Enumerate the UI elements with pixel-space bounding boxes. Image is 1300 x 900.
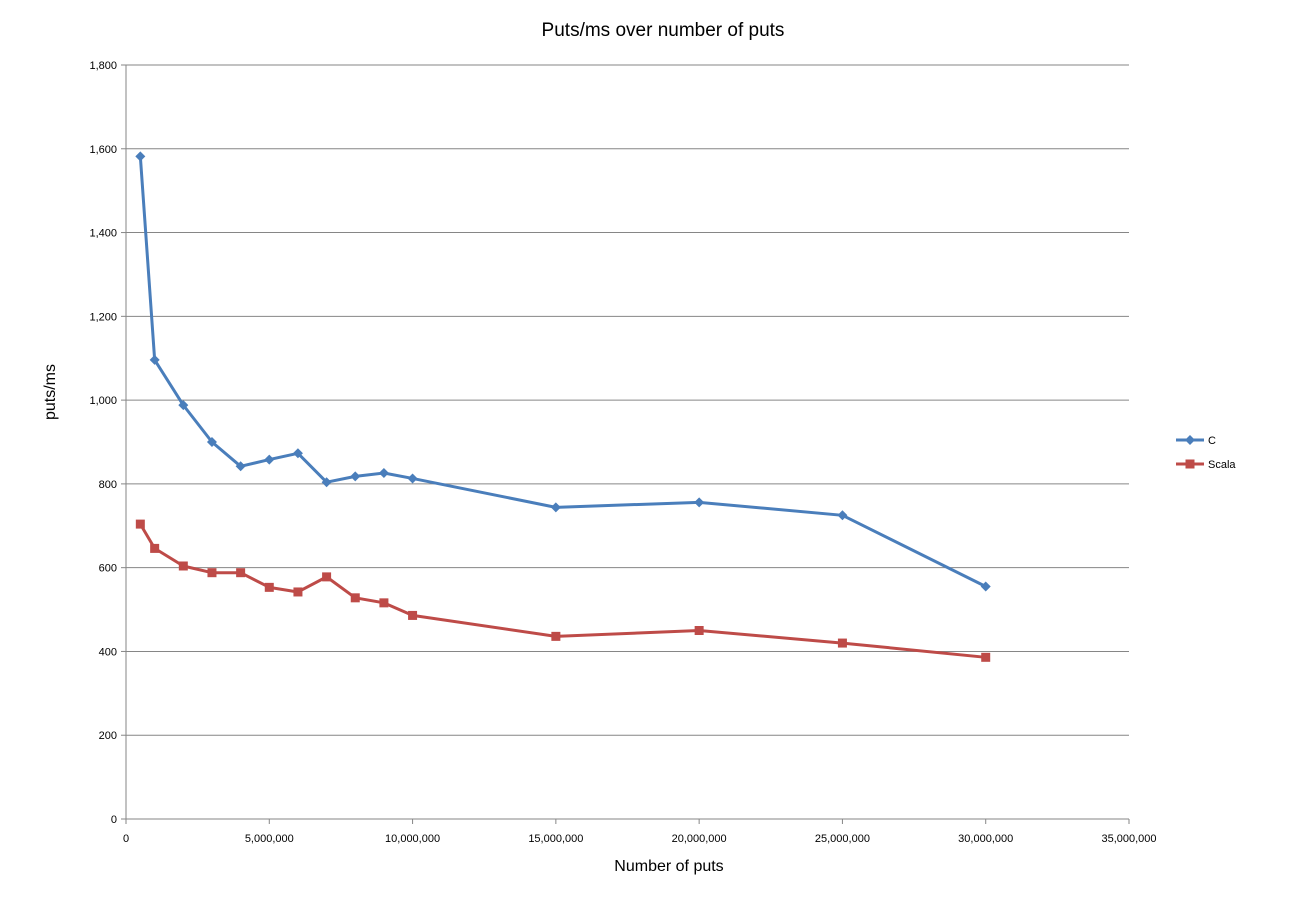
x-tick-label: 15,000,000 — [528, 833, 583, 845]
data-point-scala — [264, 582, 274, 592]
data-point-c — [292, 448, 303, 459]
data-point-scala — [322, 572, 332, 582]
y-tick-label: 1,400 — [89, 228, 117, 240]
data-point-c — [235, 461, 246, 472]
data-point-c — [407, 473, 418, 484]
data-point-c — [694, 497, 705, 508]
data-point-scala — [293, 587, 303, 597]
x-tick-label: 5,000,000 — [245, 833, 294, 845]
legend-item-c: C — [1176, 435, 1216, 447]
data-point-c — [350, 471, 361, 482]
data-point-c — [980, 581, 991, 592]
y-tick-label: 1,000 — [89, 395, 117, 407]
x-tick-label: 30,000,000 — [958, 833, 1013, 845]
data-point-scala — [150, 543, 160, 553]
data-point-scala — [551, 631, 561, 641]
y-axis-ticks: 0 200 400 600 800 1,000 1,200 1,400 1,600 1,800 — [89, 60, 126, 826]
data-point-c — [178, 400, 189, 411]
y-axis-title: puts/ms — [42, 364, 59, 420]
data-point-scala — [408, 610, 418, 620]
y-tick-label: 1,800 — [89, 60, 117, 72]
data-point-scala — [207, 568, 217, 578]
y-tick-label: 1,200 — [89, 311, 117, 323]
series-scala — [135, 519, 991, 662]
gridlines — [126, 64, 1129, 736]
x-tick-label: 0 — [123, 833, 129, 845]
series-line-c — [138, 156, 987, 588]
y-tick-label: 200 — [99, 730, 117, 742]
data-point-scala — [350, 593, 360, 603]
legend-label: C — [1208, 435, 1216, 447]
data-series — [135, 151, 991, 662]
data-point-scala — [135, 519, 145, 529]
legend-swatch-marker — [1185, 435, 1195, 445]
data-point-scala — [694, 626, 704, 635]
data-point-c — [550, 502, 561, 513]
series-c — [135, 151, 991, 592]
data-point-scala — [236, 568, 246, 578]
data-point-scala — [178, 561, 188, 571]
legend-swatch-marker — [1185, 459, 1195, 469]
data-point-scala — [981, 652, 991, 662]
x-tick-label: 20,000,000 — [672, 833, 727, 845]
chart-title: Puts/ms over number of puts — [542, 20, 785, 41]
y-tick-label: 600 — [99, 563, 117, 575]
legend-item-scala: Scala — [1176, 459, 1236, 471]
x-tick-label: 25,000,000 — [815, 833, 870, 845]
data-point-c — [321, 477, 332, 488]
x-axis-ticks: 0 5,000,000 10,000,000 15,000,000 20,000,000… — [123, 819, 1157, 845]
y-tick-label: 800 — [99, 479, 117, 491]
x-tick-label: 35,000,000 — [1101, 833, 1156, 845]
data-point-c — [135, 151, 146, 162]
data-point-c — [149, 354, 160, 365]
y-tick-label: 400 — [99, 646, 117, 658]
legend-label: Scala — [1208, 459, 1236, 471]
x-tick-label: 10,000,000 — [385, 833, 440, 845]
data-point-c — [206, 437, 217, 447]
legend: C Scala — [1176, 435, 1236, 471]
y-tick-label: 1,600 — [89, 144, 117, 156]
y-tick-label: 0 — [111, 814, 117, 826]
data-point-c — [264, 454, 275, 465]
x-axis-title: Number of puts — [614, 858, 723, 875]
data-point-scala — [837, 638, 847, 648]
data-point-c — [378, 467, 389, 478]
data-point-c — [837, 510, 848, 521]
data-point-scala — [379, 598, 389, 608]
